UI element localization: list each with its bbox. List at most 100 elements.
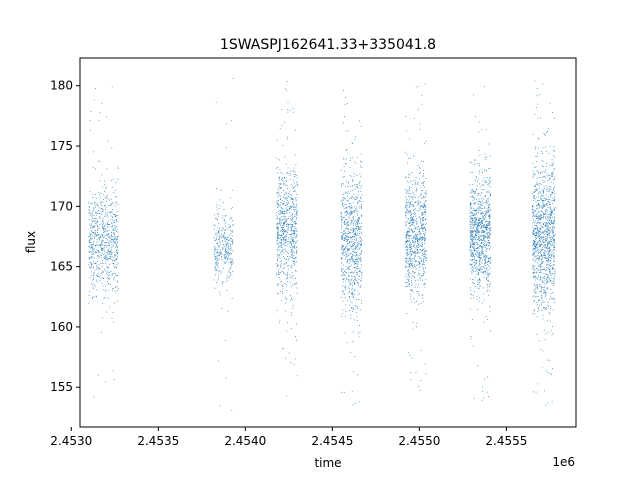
data-point bbox=[552, 161, 554, 163]
data-point bbox=[92, 218, 94, 219]
data-point bbox=[281, 216, 283, 217]
data-point bbox=[545, 216, 547, 218]
data-point bbox=[540, 249, 542, 251]
data-point bbox=[412, 271, 414, 272]
data-point bbox=[407, 285, 409, 287]
data-point bbox=[91, 229, 93, 231]
data-point bbox=[113, 262, 114, 264]
data-point bbox=[97, 273, 99, 275]
data-point bbox=[472, 231, 473, 233]
data-point bbox=[293, 222, 295, 224]
data-point bbox=[232, 240, 234, 242]
data-point bbox=[222, 281, 223, 283]
data-point bbox=[291, 217, 293, 219]
data-point bbox=[94, 207, 96, 208]
data-point bbox=[485, 245, 487, 247]
data-point bbox=[295, 223, 297, 224]
data-point bbox=[423, 261, 425, 263]
data-point bbox=[292, 305, 294, 307]
data-point bbox=[475, 238, 477, 240]
data-point bbox=[470, 231, 471, 233]
data-point bbox=[347, 250, 349, 252]
data-point bbox=[479, 260, 480, 262]
data-point bbox=[290, 244, 292, 245]
data-point bbox=[419, 239, 420, 241]
data-point bbox=[114, 277, 115, 279]
data-point bbox=[551, 243, 553, 245]
data-point bbox=[549, 178, 551, 180]
data-point bbox=[278, 255, 280, 256]
data-point bbox=[230, 272, 232, 274]
data-point bbox=[546, 280, 548, 282]
data-point bbox=[343, 250, 345, 251]
data-point bbox=[102, 219, 104, 221]
data-point bbox=[478, 251, 480, 253]
data-point bbox=[551, 255, 552, 257]
data-point bbox=[412, 222, 414, 224]
data-point bbox=[541, 259, 542, 261]
data-point bbox=[422, 273, 424, 274]
data-point bbox=[543, 253, 545, 255]
data-point bbox=[228, 271, 230, 273]
data-point bbox=[547, 267, 549, 269]
data-point bbox=[537, 117, 539, 119]
data-point bbox=[295, 230, 297, 231]
data-point bbox=[548, 259, 549, 261]
data-point bbox=[354, 233, 356, 235]
data-point bbox=[341, 292, 343, 294]
data-point bbox=[484, 219, 486, 220]
data-point bbox=[278, 254, 280, 256]
data-point bbox=[423, 185, 424, 186]
data-point bbox=[474, 231, 476, 232]
data-point bbox=[294, 233, 296, 234]
data-point bbox=[416, 222, 418, 224]
data-point bbox=[489, 232, 491, 234]
data-point bbox=[355, 248, 356, 250]
data-point bbox=[413, 222, 415, 224]
data-point bbox=[408, 199, 410, 201]
data-point bbox=[354, 402, 356, 404]
data-point bbox=[103, 237, 104, 238]
data-point bbox=[539, 270, 541, 272]
data-point bbox=[104, 231, 106, 232]
data-point bbox=[219, 253, 221, 255]
data-point bbox=[231, 207, 233, 208]
data-point bbox=[550, 265, 552, 267]
data-point bbox=[360, 201, 362, 202]
data-point bbox=[421, 294, 423, 295]
data-point bbox=[101, 240, 103, 241]
data-point bbox=[481, 211, 483, 213]
data-point bbox=[107, 140, 109, 142]
data-point bbox=[360, 232, 362, 234]
data-point bbox=[471, 172, 473, 173]
data-point bbox=[418, 207, 420, 209]
data-point bbox=[232, 230, 234, 231]
data-point bbox=[100, 277, 102, 279]
data-point bbox=[538, 239, 540, 241]
data-point bbox=[475, 264, 477, 266]
data-point bbox=[481, 399, 483, 401]
data-point bbox=[352, 294, 354, 296]
data-point bbox=[345, 287, 347, 289]
data-point bbox=[349, 284, 351, 286]
data-point bbox=[480, 201, 482, 203]
data-point bbox=[227, 255, 229, 257]
data-point bbox=[292, 260, 294, 262]
data-point bbox=[472, 191, 474, 193]
data-point bbox=[481, 271, 483, 273]
data-point bbox=[475, 241, 477, 243]
data-point bbox=[351, 222, 352, 223]
data-point bbox=[287, 138, 289, 140]
data-point bbox=[89, 120, 91, 121]
data-point bbox=[98, 275, 100, 277]
data-point bbox=[540, 265, 542, 267]
data-point bbox=[540, 217, 542, 219]
data-point bbox=[284, 121, 286, 123]
data-point bbox=[94, 220, 96, 222]
data-point bbox=[473, 209, 475, 211]
data-point bbox=[102, 235, 103, 237]
data-point bbox=[110, 256, 112, 257]
data-point bbox=[484, 255, 486, 257]
data-point bbox=[537, 227, 539, 229]
